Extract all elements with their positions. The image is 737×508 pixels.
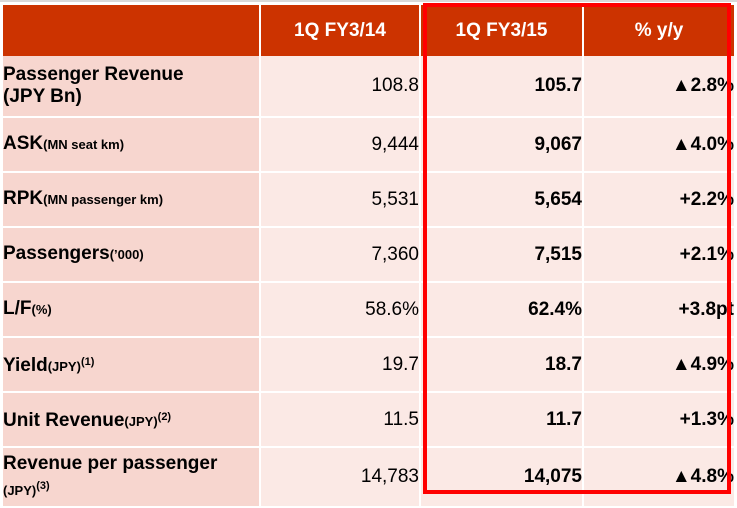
row-label: Passengers(’000) — [3, 228, 261, 283]
row-label-sub: (JPY Bn) — [3, 86, 82, 107]
value-prev: 108.8 — [261, 56, 421, 118]
value-yoy: ▲4.9% — [584, 338, 736, 393]
value-current: 9,067 — [421, 118, 584, 173]
row-label: Yield(JPY)(1) — [3, 338, 261, 393]
top-rule — [0, 0, 737, 2]
footnote-marker: (1) — [80, 356, 95, 368]
row-unit: (’000) — [109, 247, 144, 262]
table-row: ASK(MN seat km) 9,444 9,067 ▲4.0% — [3, 118, 736, 173]
table-row: Yield(JPY)(1) 19.7 18.7 ▲4.9% — [3, 338, 736, 393]
value-current: 18.7 — [421, 338, 584, 393]
value-yoy: +2.2% — [584, 173, 736, 228]
table-row: RPK(MN passenger km) 5,531 5,654 +2.2% — [3, 173, 736, 228]
row-label: RPK(MN passenger km) — [3, 173, 261, 228]
table-row: Unit Revenue(JPY)(2) 11.5 11.7 +1.3% — [3, 393, 736, 448]
value-current: 62.4% — [421, 283, 584, 338]
header-prev-year: 1Q FY3/14 — [261, 5, 421, 56]
value-yoy: ▲2.8% — [584, 56, 736, 118]
row-label-text: Unit Revenue — [3, 410, 125, 431]
table-row: Passengers(’000) 7,360 7,515 +2.1% — [3, 228, 736, 283]
footnote-marker: (2) — [157, 411, 172, 423]
row-label: Unit Revenue(JPY)(2) — [3, 393, 261, 448]
row-label: Passenger Revenue (JPY Bn) — [3, 56, 261, 118]
value-yoy: +1.3% — [584, 393, 736, 448]
row-unit: (%) — [31, 302, 52, 317]
row-unit: (JPY) — [3, 482, 37, 498]
row-label: Revenue per passenger (JPY)(3) — [3, 448, 261, 508]
header-blank-cell — [3, 5, 261, 56]
value-prev: 7,360 — [261, 228, 421, 283]
row-label: ASK(MN seat km) — [3, 118, 261, 173]
value-prev: 11.5 — [261, 393, 421, 448]
value-current: 7,515 — [421, 228, 584, 283]
table-row: Revenue per passenger (JPY)(3) 14,783 14… — [3, 448, 736, 508]
row-label-text: Revenue per passenger — [3, 452, 218, 474]
header-current-year: 1Q FY3/15 — [421, 5, 584, 56]
value-current: 5,654 — [421, 173, 584, 228]
kpi-table: 1Q FY3/14 1Q FY3/15 % y/y Passenger Reve… — [3, 5, 736, 508]
value-current: 105.7 — [421, 56, 584, 118]
header-yoy: % y/y — [584, 5, 736, 56]
row-label-text: ASK — [3, 133, 44, 154]
table-row: Passenger Revenue (JPY Bn) 108.8 105.7 ▲… — [3, 56, 736, 118]
row-unit: (JPY) — [47, 359, 81, 374]
value-prev: 19.7 — [261, 338, 421, 393]
value-current: 11.7 — [421, 393, 584, 448]
value-yoy: ▲4.0% — [584, 118, 736, 173]
value-prev: 58.6% — [261, 283, 421, 338]
row-label-text: RPK — [3, 188, 44, 209]
value-yoy: +2.1% — [584, 228, 736, 283]
row-label-text: L/F — [3, 298, 32, 319]
row-label-text: Passenger Revenue — [3, 64, 184, 85]
row-unit: (MN passenger km) — [43, 192, 164, 207]
row-label-text: Yield — [3, 355, 48, 376]
value-yoy: ▲4.8% — [584, 448, 736, 508]
row-label: L/F(%) — [3, 283, 261, 338]
table-row: L/F(%) 58.6% 62.4% +3.8pt — [3, 283, 736, 338]
row-unit: (MN seat km) — [43, 137, 125, 152]
value-prev: 9,444 — [261, 118, 421, 173]
row-unit: (JPY) — [124, 414, 158, 429]
row-label-text: Passengers — [3, 243, 110, 264]
value-prev: 14,783 — [261, 448, 421, 508]
value-yoy: +3.8pt — [584, 283, 736, 338]
value-current: 14,075 — [421, 448, 584, 508]
value-prev: 5,531 — [261, 173, 421, 228]
header-row: 1Q FY3/14 1Q FY3/15 % y/y — [3, 5, 736, 56]
footnote-marker: (3) — [36, 479, 50, 492]
